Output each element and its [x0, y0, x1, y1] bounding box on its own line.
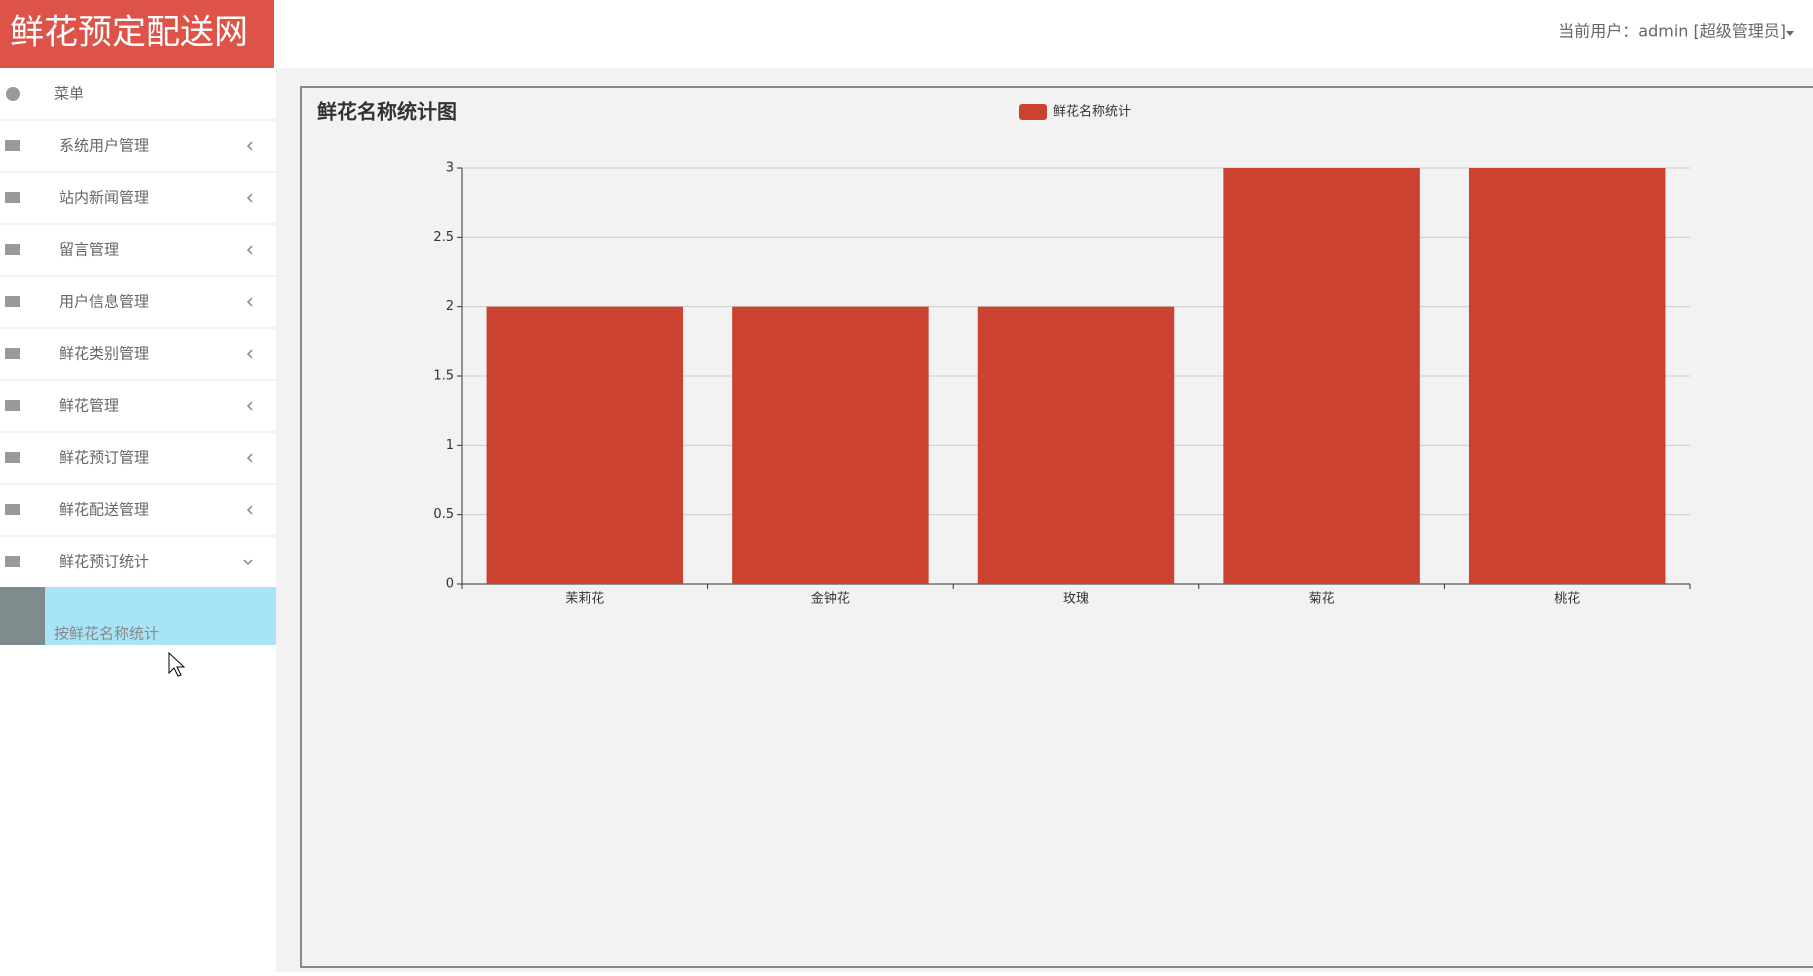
- menu-item[interactable]: 鲜花配送管理: [59, 501, 149, 519]
- active-subitem-marker: [0, 587, 45, 645]
- menu-item[interactable]: 鲜花管理: [59, 397, 119, 415]
- active-subitem[interactable]: 按鲜花名称统计: [54, 625, 159, 643]
- menu-item[interactable]: 留言管理: [59, 241, 119, 259]
- current-user[interactable]: 当前用户：admin [超级管理员]: [1558, 22, 1786, 41]
- menu-item[interactable]: 鲜花类别管理: [59, 345, 149, 363]
- chevron: [246, 245, 253, 255]
- bar: [732, 306, 929, 584]
- chevron: [246, 505, 253, 515]
- chevron: [246, 453, 253, 463]
- cursor: [168, 651, 186, 677]
- menu-item[interactable]: 鲜花预订管理: [59, 449, 149, 467]
- bar: [486, 306, 684, 584]
- bar: [1223, 168, 1420, 584]
- menu-icon: [5, 140, 20, 151]
- chevron: [246, 297, 253, 307]
- logo: 鲜花预定配送网: [10, 13, 248, 53]
- y-tick-label: 2.5: [433, 230, 454, 245]
- menu-icon: [5, 244, 20, 255]
- logo-box: [0, 0, 274, 68]
- x-tick-label: 玫瑰: [1063, 591, 1089, 607]
- menu-icon: [5, 348, 20, 359]
- menu-icon: [5, 556, 20, 567]
- top-bar: [0, 0, 1813, 68]
- dropdown-caret: [1786, 31, 1794, 36]
- legend-label[interactable]: 鲜花名称统计: [1053, 104, 1131, 120]
- active-subitem-bg[interactable]: [0, 587, 276, 645]
- y-tick-label: 1.5: [433, 369, 454, 384]
- bar: [1468, 168, 1666, 584]
- menu-icon: [5, 400, 20, 411]
- menu-icon: [5, 192, 20, 203]
- menu-items: 系统用户管理站内新闻管理留言管理用户信息管理鲜花类别管理鲜花管理鲜花预订管理鲜花…: [0, 137, 276, 589]
- x-tick-label: 桃花: [1554, 591, 1580, 607]
- menu-item[interactable]: 站内新闻管理: [59, 189, 149, 207]
- menu-item[interactable]: 鲜花预订统计: [59, 553, 149, 571]
- menu-icon: [5, 296, 20, 307]
- menu-item[interactable]: 用户信息管理: [59, 293, 149, 311]
- chevron: [246, 141, 253, 151]
- menu-item[interactable]: 系统用户管理: [59, 137, 149, 155]
- menu-label: 菜单: [54, 85, 84, 103]
- menu-icon: [5, 504, 20, 515]
- y-tick-label: 0: [446, 577, 454, 592]
- x-tick-label: 金钟花: [811, 591, 850, 607]
- chevron: [243, 559, 253, 566]
- chart-title: 鲜花名称统计图: [317, 100, 457, 124]
- chevron: [246, 401, 253, 411]
- chevron: [246, 349, 253, 359]
- y-tick-label: 2: [446, 299, 454, 314]
- x-tick-label: 菊花: [1309, 591, 1335, 607]
- chart: 0 0.5 1 1.5 2 2.5 3 茉莉花 金钟花 玫瑰 菊花 桃花 鲜花名称统计: [433, 104, 1691, 607]
- y-tick-label: 3: [446, 161, 454, 176]
- legend-swatch[interactable]: [1019, 104, 1047, 120]
- y-tick-label: 1: [446, 438, 454, 453]
- menu-icon: [5, 452, 20, 463]
- x-tick-label: 茉莉花: [565, 591, 604, 607]
- chevron: [246, 193, 253, 203]
- sidebar: [0, 68, 276, 972]
- y-tick-label: 0.5: [433, 507, 454, 522]
- bar: [977, 306, 1175, 584]
- menu-icon: [6, 87, 20, 101]
